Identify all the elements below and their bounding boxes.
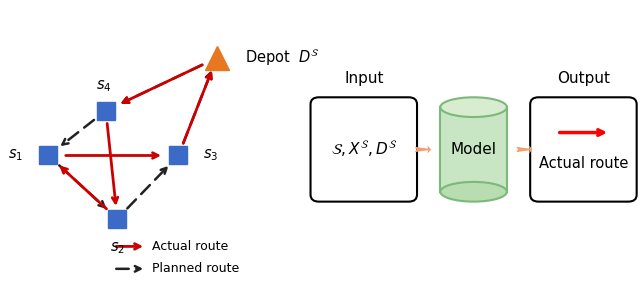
Text: $s_4$: $s_4$ (96, 78, 111, 94)
FancyBboxPatch shape (310, 97, 417, 202)
Text: Depot  $D^{\mathcal{S}}$: Depot $D^{\mathcal{S}}$ (245, 48, 320, 68)
Ellipse shape (440, 182, 507, 202)
Text: Model: Model (451, 142, 497, 157)
Text: $s_2$: $s_2$ (110, 240, 125, 255)
Text: $\mathcal{S}, X^{\mathcal{S}}, D^{\mathcal{S}}$: $\mathcal{S}, X^{\mathcal{S}}, D^{\mathc… (331, 139, 397, 160)
Text: Input: Input (344, 71, 383, 87)
Text: Planned route: Planned route (152, 262, 239, 275)
Ellipse shape (440, 97, 507, 117)
Text: Actual route: Actual route (539, 156, 628, 171)
Text: $s_3$: $s_3$ (204, 148, 218, 163)
Text: Actual route: Actual route (152, 240, 228, 253)
Bar (440, 107, 507, 192)
FancyBboxPatch shape (530, 97, 637, 202)
Text: Output: Output (557, 71, 610, 87)
Text: $s_1$: $s_1$ (8, 148, 24, 163)
